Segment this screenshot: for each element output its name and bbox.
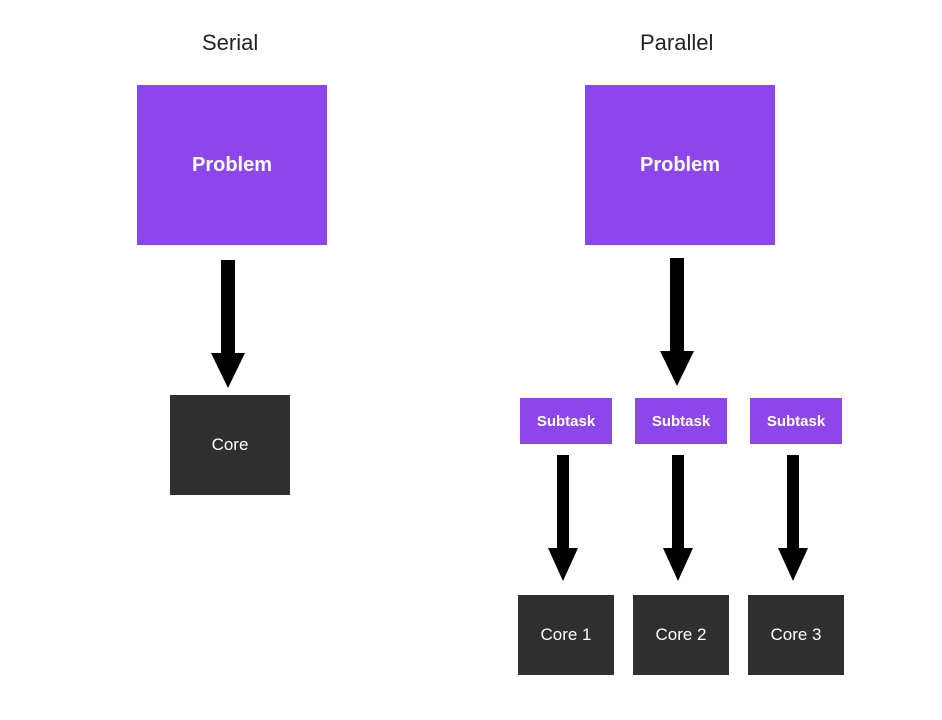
subtask-box-3: Subtask [750,398,842,444]
serial-heading: Serial [202,30,258,56]
serial-core-box: Core [170,395,290,495]
subtask-label-1: Subtask [537,413,595,430]
serial-core-label: Core [212,435,249,455]
serial-arrow-icon [208,260,248,390]
parallel-arrow-3-icon [775,455,811,583]
parallel-heading: Parallel [640,30,713,56]
parallel-arrow-1-icon [545,455,581,583]
core-box-3: Core 3 [748,595,844,675]
core-label-2: Core 2 [655,625,706,645]
serial-problem-label: Problem [192,154,272,177]
core-label-3: Core 3 [770,625,821,645]
subtask-label-3: Subtask [767,413,825,430]
parallel-arrow-2-icon [660,455,696,583]
core-box-1: Core 1 [518,595,614,675]
subtask-label-2: Subtask [652,413,710,430]
parallel-arrow-top-icon [657,258,697,388]
serial-problem-box: Problem [137,85,327,245]
core-box-2: Core 2 [633,595,729,675]
subtask-box-1: Subtask [520,398,612,444]
core-label-1: Core 1 [540,625,591,645]
parallel-problem-label: Problem [640,154,720,177]
subtask-box-2: Subtask [635,398,727,444]
parallel-problem-box: Problem [585,85,775,245]
